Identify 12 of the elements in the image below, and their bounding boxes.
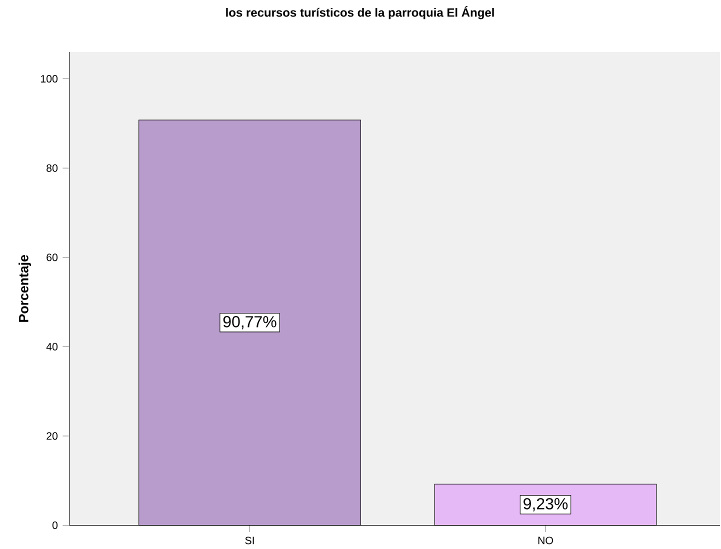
y-tick-label: 40	[46, 343, 58, 351]
y-tick-label: 80	[46, 164, 58, 172]
y-tick-label: 100	[40, 75, 58, 83]
data-label: 90,77%	[223, 316, 276, 330]
y-tick-label: 0	[52, 522, 58, 530]
x-tick-label: SI	[245, 536, 254, 544]
data-label: 9,23%	[524, 498, 568, 512]
chart-title: los recursos turísticos de la parroquia El Ángel	[226, 6, 494, 20]
y-tick-label: 60	[46, 254, 58, 262]
y-axis-title: Porcentaje	[18, 255, 32, 322]
y-tick-label: 20	[46, 432, 58, 440]
x-tick-label: NO	[538, 536, 553, 544]
